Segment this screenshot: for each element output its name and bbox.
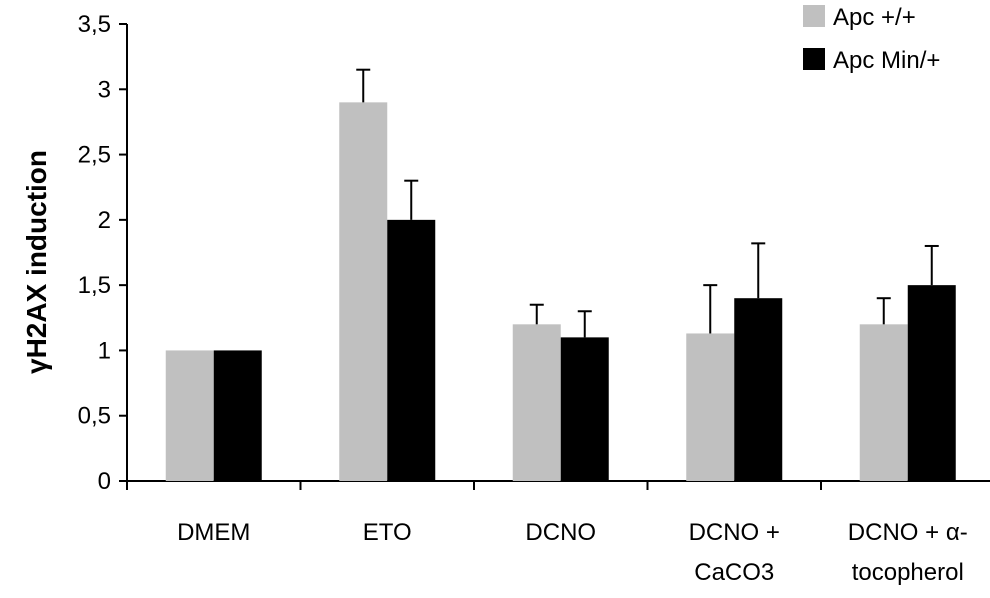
- bar-apc-wt: [165, 350, 214, 481]
- y-tick-label: 2: [98, 207, 111, 234]
- bar-apc-min: [213, 350, 262, 481]
- y-tick-label: 0: [98, 468, 111, 495]
- x-category-label: ETO: [363, 519, 412, 546]
- y-tick-label: 0,5: [78, 403, 111, 430]
- legend-swatch: [803, 48, 825, 70]
- y-axis-title: γH2AX induction: [21, 150, 52, 374]
- y-tick-label: 2,5: [78, 142, 111, 169]
- bar-apc-wt: [339, 102, 388, 481]
- bar-apc-min: [387, 219, 436, 481]
- legend-label: Apc Min/+: [833, 47, 940, 74]
- bar-apc-min: [734, 298, 783, 481]
- x-category-label: CaCO3: [694, 559, 774, 586]
- bar-apc-min: [560, 337, 609, 481]
- x-category-label: DCNO +: [689, 519, 780, 546]
- bar-apc-wt: [512, 324, 561, 481]
- y-tick-label: 3,5: [78, 11, 111, 38]
- y-tick-label: 3: [98, 76, 111, 103]
- x-category-label: DMEM: [177, 519, 250, 546]
- bar-apc-wt: [859, 324, 908, 481]
- y-tick-label: 1,5: [78, 272, 111, 299]
- x-category-label: DCNO + α-: [848, 519, 968, 546]
- legend-swatch: [803, 5, 825, 27]
- bar-apc-wt: [686, 333, 735, 481]
- legend-label: Apc +/+: [833, 4, 916, 31]
- bar-apc-min: [907, 285, 956, 481]
- y-tick-label: 1: [98, 337, 111, 364]
- x-category-label: tocopherol: [852, 559, 964, 586]
- x-category-label: DCNO: [525, 519, 596, 546]
